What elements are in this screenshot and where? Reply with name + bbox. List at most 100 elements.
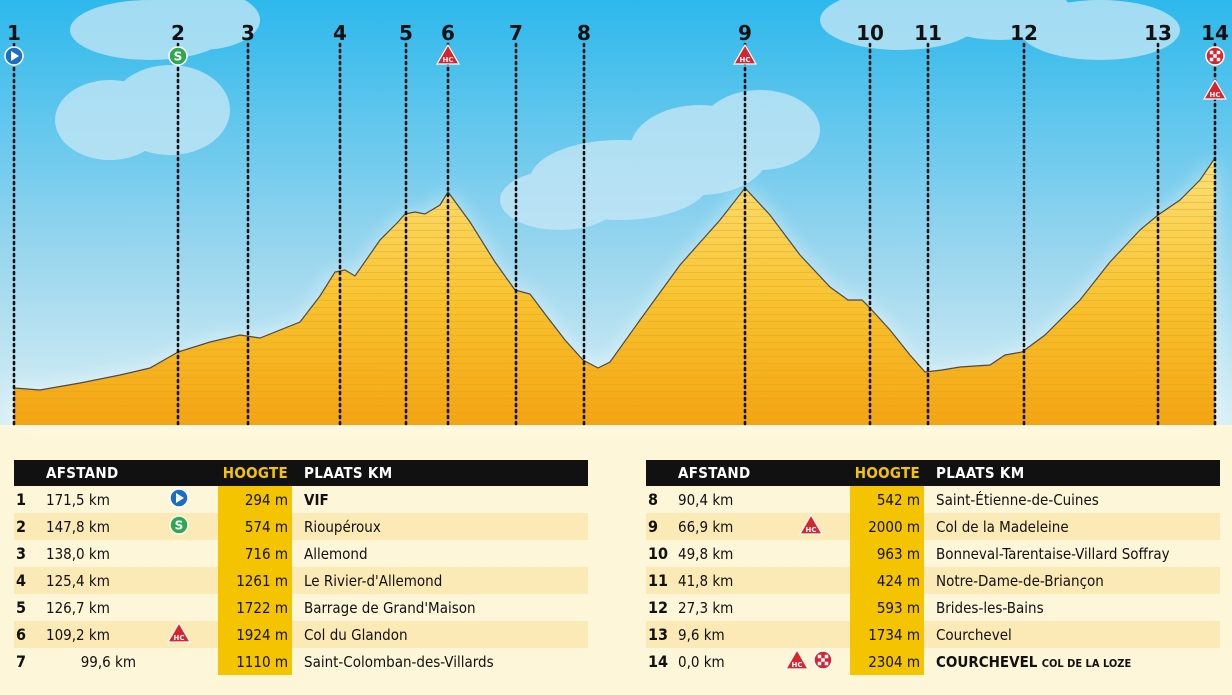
- row-number: 7: [14, 648, 42, 675]
- row-number: 3: [14, 540, 42, 567]
- row-number: 11: [646, 567, 674, 594]
- table-row: 10 49,8 km 963 m Bonneval-Tarentaise-Villar…: [646, 540, 1220, 567]
- start-icon: [167, 487, 191, 513]
- header-plaats: PLAATS KM: [292, 460, 588, 486]
- place-name: Col du Glandon: [304, 625, 408, 644]
- row-icon: [772, 540, 850, 567]
- row-distance: 138,0 km: [42, 540, 140, 567]
- row-place: Col de la Madeleine: [924, 513, 1220, 540]
- svg-text:HC: HC: [1210, 91, 1221, 99]
- place-name: COURCHEVEL: [936, 652, 1038, 671]
- table-row: 7 99,6 km 1110 m Saint-Colomban-des-Villard…: [14, 648, 588, 675]
- svg-text:HC: HC: [740, 56, 751, 64]
- table-row: 5 126,7 km 1722 m Barrage de Grand'Maison: [14, 594, 588, 621]
- row-distance: 49,8 km: [674, 540, 772, 567]
- marker-label: 11: [914, 21, 942, 45]
- header-afstand: AFSTAND: [674, 460, 772, 486]
- marker-label: 13: [1144, 21, 1172, 45]
- row-number: 4: [14, 567, 42, 594]
- row-height: 1110 m: [218, 648, 292, 675]
- row-number: 13: [646, 621, 674, 648]
- table-row: 12 27,3 km 593 m Brides-les-Bains: [646, 594, 1220, 621]
- row-height: 1924 m: [218, 621, 292, 648]
- place-name: Le Rivier-d'Allemond: [304, 571, 443, 590]
- row-height: 593 m: [850, 594, 924, 621]
- place-name: Saint-Étienne-de-Cuines: [936, 490, 1099, 509]
- place-name: Bonneval-Tarentaise-Villard Soffray: [936, 544, 1170, 563]
- header-afstand: AFSTAND: [42, 460, 140, 486]
- row-place: Courchevel: [924, 621, 1220, 648]
- row-number: 2: [14, 513, 42, 540]
- place-name: Courchevel: [936, 625, 1012, 644]
- row-height: 574 m: [218, 513, 292, 540]
- table-row: 4 125,4 km 1261 m Le Rivier-d'Allemond: [14, 567, 588, 594]
- row-place: Col du Glandon: [292, 621, 588, 648]
- marker-label: 12: [1010, 21, 1038, 45]
- svg-text:HC: HC: [443, 56, 454, 64]
- row-icon: [140, 486, 218, 513]
- row-height: 542 m: [850, 486, 924, 513]
- place-name: Brides-les-Bains: [936, 598, 1044, 617]
- row-icon: [772, 621, 850, 648]
- marker-label: 4: [333, 21, 347, 45]
- profile-line: [13, 157, 1216, 391]
- table-row: 2 147,8 km S 574 m Rioupéroux: [14, 513, 588, 540]
- table-row: 3 138,0 km 716 m Allemond: [14, 540, 588, 567]
- marker-icons: S HC HC HC: [4, 43, 1228, 100]
- row-icon: S: [140, 513, 218, 540]
- row-height: 1722 m: [218, 594, 292, 621]
- row-icon: HC: [772, 648, 850, 675]
- row-icon: [140, 540, 218, 567]
- svg-text:HC: HC: [174, 634, 185, 642]
- start-icon: [4, 46, 24, 66]
- sprint-icon: S: [167, 514, 191, 540]
- row-number: 1: [14, 486, 42, 513]
- row-place: Brides-les-Bains: [924, 594, 1220, 621]
- svg-text:HC: HC: [792, 661, 803, 669]
- row-place: Rioupéroux: [292, 513, 588, 540]
- row-height: 2304 m: [850, 648, 924, 675]
- place-name: Rioupéroux: [304, 517, 381, 536]
- row-distance: 125,4 km: [42, 567, 140, 594]
- marker-label: 14: [1201, 21, 1229, 45]
- table-row: 1 171,5 km 294 m VIF: [14, 486, 588, 513]
- row-height: 1734 m: [850, 621, 924, 648]
- place-name: Notre-Dame-de-Briançon: [936, 571, 1104, 590]
- row-place: VIF: [292, 486, 588, 513]
- finish-icon: [1205, 46, 1225, 66]
- place-name: Barrage de Grand'Maison: [304, 598, 476, 617]
- row-distance: 147,8 km: [42, 513, 140, 540]
- row-icon: HC: [772, 513, 850, 540]
- table-row: 14 0,0 km HC 2304 m COURCHEVEL COL DE LA LOZ…: [646, 648, 1220, 675]
- row-distance: 171,5 km: [42, 486, 140, 513]
- table-row: 13 9,6 km 1734 m Courchevel: [646, 621, 1220, 648]
- header-hoogte: HOOGTE: [850, 460, 924, 486]
- row-place: Bonneval-Tarentaise-Villard Soffray: [924, 540, 1220, 567]
- hc-climb-icon: HC: [798, 513, 824, 540]
- row-number: 9: [646, 513, 674, 540]
- row-place: Saint-Étienne-de-Cuines: [924, 486, 1220, 513]
- row-place: Notre-Dame-de-Briançon: [924, 567, 1220, 594]
- row-icon: [140, 594, 218, 621]
- header-plaats: PLAATS KM: [924, 460, 1220, 486]
- marker-label: 10: [856, 21, 884, 45]
- row-height: 2000 m: [850, 513, 924, 540]
- row-number: 14: [646, 648, 674, 675]
- stage-table-right: AFSTAND HOOGTE PLAATS KM 8 90,4 km 542 m Sa…: [646, 460, 1220, 675]
- row-place: Allemond: [292, 540, 588, 567]
- svg-text:S: S: [174, 50, 183, 64]
- place-name: Allemond: [304, 544, 368, 563]
- marker-label: 8: [577, 21, 591, 45]
- row-distance: 9,6 km: [674, 621, 772, 648]
- marker-label: 3: [241, 21, 255, 45]
- row-number: 10: [646, 540, 674, 567]
- clouds: [55, 0, 1180, 230]
- row-number: 8: [646, 486, 674, 513]
- table-row: 8 90,4 km 542 m Saint-Étienne-de-Cuines: [646, 486, 1220, 513]
- row-icon: [140, 567, 218, 594]
- stage-table-left: AFSTAND HOOGTE PLAATS KM 1 171,5 km 294 m V…: [14, 460, 588, 675]
- marker-labels: 1 2 3 4 5 6 7 8 9 10 11 12 13 14: [7, 21, 1229, 45]
- row-icon: HC: [140, 621, 218, 648]
- row-height: 294 m: [218, 486, 292, 513]
